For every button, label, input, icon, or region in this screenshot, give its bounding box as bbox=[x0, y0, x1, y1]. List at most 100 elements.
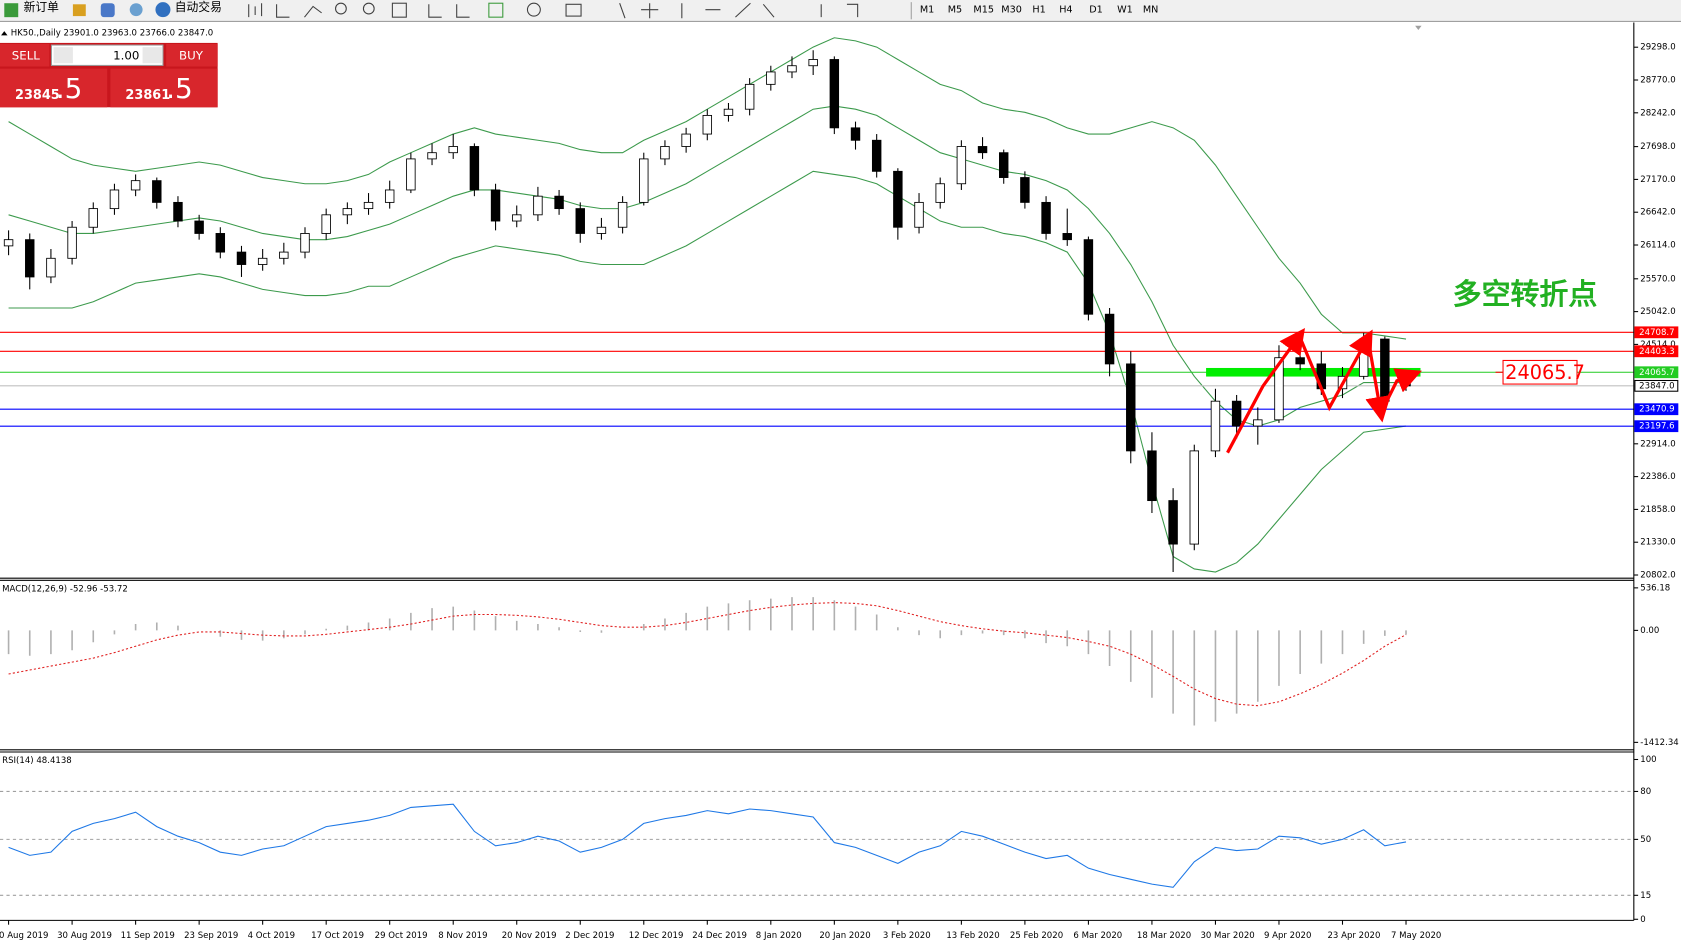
x-tick-label: 20 Jan 2020 bbox=[819, 931, 870, 941]
candle-body bbox=[1104, 313, 1115, 365]
candle-body bbox=[1189, 450, 1199, 545]
buy-price-frac[interactable]: .5 bbox=[166, 72, 193, 105]
y-tick-label: 0.00 bbox=[1640, 626, 1659, 636]
y-tick-label: 22914.0 bbox=[1640, 439, 1675, 449]
candle-body bbox=[999, 152, 1009, 178]
timeframe-button[interactable]: H4 bbox=[1059, 5, 1072, 16]
x-tick-label: 13 Feb 2020 bbox=[946, 931, 999, 941]
trend-arrow bbox=[1297, 329, 1373, 412]
candle-body bbox=[25, 239, 35, 278]
candle-body bbox=[766, 71, 776, 85]
y-tick-label: 27170.0 bbox=[1640, 175, 1675, 185]
timeframe-button[interactable]: W1 bbox=[1117, 5, 1133, 16]
x-tick-label: 2 Dec 2019 bbox=[565, 931, 614, 941]
lot-input[interactable] bbox=[50, 44, 164, 66]
trend-arrow bbox=[1365, 337, 1391, 423]
sell-label[interactable]: SELL bbox=[12, 48, 40, 62]
candle-body bbox=[575, 208, 585, 234]
x-tick-label: 30 Mar 2020 bbox=[1200, 931, 1254, 941]
candle-body bbox=[554, 195, 564, 210]
candle-body bbox=[1126, 363, 1136, 452]
new-order-icon[interactable] bbox=[4, 3, 19, 18]
y-tick-label: 100 bbox=[1640, 755, 1656, 765]
candle-body bbox=[384, 189, 395, 203]
x-tick-label: 17 Oct 2019 bbox=[311, 931, 364, 941]
candle-body bbox=[1147, 450, 1157, 502]
y-tick-label: 26642.0 bbox=[1640, 208, 1675, 218]
annotation: 多空转折点 bbox=[1453, 277, 1598, 311]
x-tick-label: 8 Jan 2020 bbox=[756, 931, 802, 941]
price-label-box bbox=[1634, 403, 1679, 416]
candle-body bbox=[342, 208, 353, 216]
toolbar-icon[interactable] bbox=[100, 3, 115, 18]
candle-body bbox=[871, 139, 882, 172]
candle-body bbox=[744, 83, 755, 110]
price-label: 23197.6 bbox=[1639, 422, 1674, 432]
timeframe-button[interactable]: M30 bbox=[1001, 5, 1022, 16]
x-tick-label: 25 Feb 2020 bbox=[1010, 931, 1063, 941]
x-tick-label: 3 Feb 2020 bbox=[883, 931, 931, 941]
x-tick-label: 29 Oct 2019 bbox=[375, 931, 428, 941]
candle-body bbox=[1062, 233, 1072, 241]
x-tick-label: 24 Dec 2019 bbox=[692, 931, 747, 941]
candle-body bbox=[956, 146, 967, 185]
auto-trading-button[interactable]: 自动交易 bbox=[175, 0, 222, 14]
price-label-box bbox=[1634, 379, 1679, 392]
y-tick-label: 25042.0 bbox=[1640, 307, 1675, 317]
candle-body bbox=[427, 152, 437, 160]
candle-body bbox=[639, 158, 649, 203]
y-tick-label: 25570.0 bbox=[1640, 274, 1675, 284]
x-tick-label: 9 Apr 2020 bbox=[1264, 931, 1311, 941]
x-tick-label: 18 Mar 2020 bbox=[1137, 931, 1191, 941]
toolbar-icon[interactable] bbox=[72, 4, 86, 17]
x-tick-label: 8 Nov 2019 bbox=[438, 931, 487, 941]
candle-body bbox=[300, 233, 310, 253]
price-label: 23847.0 bbox=[1639, 381, 1674, 391]
y-tick-label: 536.18 bbox=[1640, 583, 1670, 593]
candle-body bbox=[1380, 338, 1390, 402]
y-tick-label: 28770.0 bbox=[1640, 76, 1675, 86]
x-tick-label: 4 Oct 2019 bbox=[248, 931, 295, 941]
buy-label[interactable]: BUY bbox=[179, 48, 204, 62]
candle-body bbox=[1231, 400, 1242, 427]
toolbar-tools[interactable] bbox=[248, 2, 859, 19]
x-tick-label: 23 Sep 2019 bbox=[184, 931, 238, 941]
sell-price-box[interactable] bbox=[0, 68, 108, 108]
timeframe-button[interactable]: MN bbox=[1143, 5, 1159, 16]
toolbar-icon[interactable] bbox=[129, 3, 143, 17]
macd-signal bbox=[8, 602, 1407, 707]
candle-body bbox=[977, 146, 988, 154]
x-tick-label: 12 Dec 2019 bbox=[629, 931, 684, 941]
candle-body bbox=[1210, 400, 1221, 452]
candle-body bbox=[512, 214, 522, 222]
toolbar bbox=[0, 0, 1681, 22]
price-label-box bbox=[1634, 326, 1679, 339]
buy-price-box[interactable] bbox=[110, 68, 218, 108]
y-tick-label: 21858.0 bbox=[1640, 505, 1675, 515]
timeframe-button[interactable]: D1 bbox=[1089, 5, 1103, 16]
timeframe-button[interactable]: M5 bbox=[948, 5, 962, 16]
new-order-button[interactable]: 新订单 bbox=[24, 0, 60, 14]
timeframe-button[interactable]: M15 bbox=[973, 5, 994, 16]
rsi-line bbox=[8, 803, 1407, 888]
lot-down[interactable] bbox=[53, 47, 73, 64]
candle-body bbox=[46, 257, 56, 278]
lot-value[interactable]: 1.00 bbox=[113, 48, 139, 62]
trend-arrow bbox=[1379, 368, 1422, 414]
buy-price[interactable]: 23861 bbox=[125, 88, 170, 103]
sell-button[interactable] bbox=[0, 43, 50, 67]
y-tick-label: 28242.0 bbox=[1640, 108, 1675, 118]
auto-trading-icon[interactable] bbox=[155, 2, 171, 18]
timeframe-button[interactable]: M1 bbox=[920, 5, 934, 16]
buy-button[interactable] bbox=[166, 43, 218, 67]
candle-body bbox=[935, 183, 945, 203]
y-tick-label: 20802.0 bbox=[1640, 571, 1675, 581]
candle-body bbox=[660, 146, 670, 160]
lot-up[interactable] bbox=[142, 47, 162, 64]
sell-price-frac[interactable]: .5 bbox=[56, 72, 83, 105]
timeframe-button[interactable]: H1 bbox=[1032, 5, 1045, 16]
candle-body bbox=[533, 195, 543, 216]
x-tick-label: 23 Apr 2020 bbox=[1327, 931, 1380, 941]
sell-price[interactable]: 23845 bbox=[15, 88, 60, 103]
